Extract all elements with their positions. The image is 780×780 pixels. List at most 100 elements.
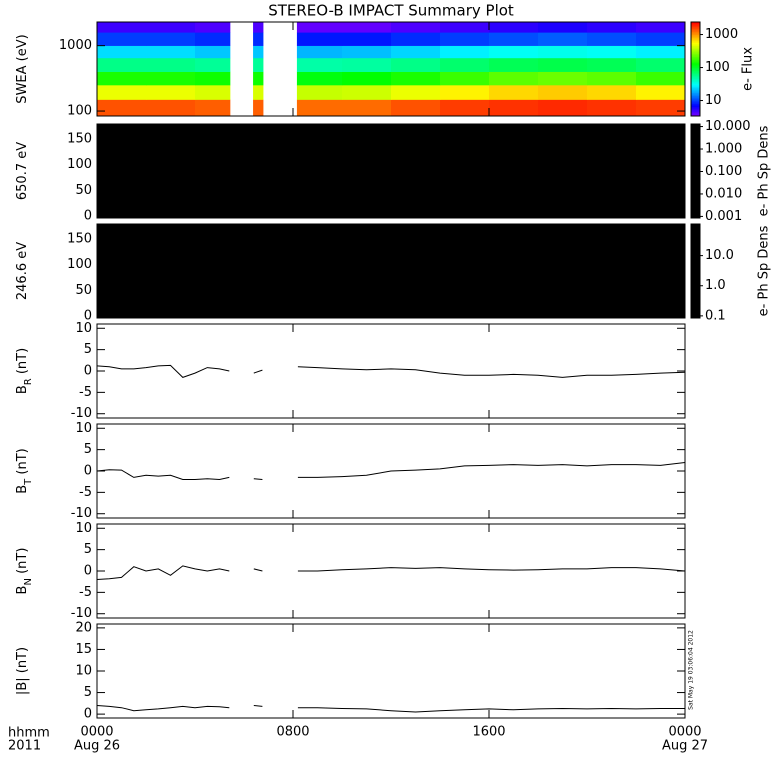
colorbar-slice xyxy=(691,58,700,61)
colorbar-slice xyxy=(691,101,700,104)
colorbar-slice xyxy=(691,34,700,37)
colorbar-label: e- Flux xyxy=(741,47,756,91)
spectrogram-cell xyxy=(195,99,231,117)
colorbar-slice xyxy=(691,28,700,31)
data-line xyxy=(96,565,686,580)
y-tick-label: 0 xyxy=(84,707,92,722)
y-tick-label: -10 xyxy=(71,406,92,421)
y-axis-label-main: 246.6 eV xyxy=(15,242,30,300)
colorbar-slice xyxy=(691,56,700,59)
spectrogram-cell xyxy=(146,99,196,117)
spectrogram-cell xyxy=(587,99,637,117)
spectrogram-fill xyxy=(97,124,685,218)
colorbar-slice xyxy=(691,72,700,75)
spectrogram-cell xyxy=(489,85,539,100)
spectrogram-cell xyxy=(146,32,196,46)
colorbar-slice xyxy=(691,100,700,103)
spectrogram-cell xyxy=(296,85,343,100)
colorbar-tick-label: 10.0 xyxy=(705,248,734,263)
colorbar-slice xyxy=(691,94,700,97)
y-tick-label: 100 xyxy=(67,257,92,272)
y-axis-label-main: B xyxy=(15,485,30,494)
colorbar-slice xyxy=(691,62,700,65)
spectrogram-cell xyxy=(489,57,539,72)
y-axis-label-main: B xyxy=(15,586,30,595)
spectrogram-cell xyxy=(587,22,637,33)
spectrogram-cell xyxy=(253,32,264,46)
colorbar-tick-label: 10.000 xyxy=(705,119,751,134)
y-axis-label-sub: R xyxy=(23,378,34,385)
plot-frame xyxy=(96,323,686,419)
y-tick-label: 50 xyxy=(75,283,92,298)
spectrogram-cell xyxy=(636,99,686,117)
plot-frame xyxy=(96,123,686,219)
spectrogram-cell xyxy=(440,57,490,72)
spectrogram-cell xyxy=(253,85,264,100)
spectrogram-cell xyxy=(489,32,539,46)
spectrogram-cell xyxy=(296,71,343,86)
spectrogram-cell xyxy=(636,85,686,100)
spectrogram-cell xyxy=(97,85,147,100)
spectrogram-cell xyxy=(146,22,196,33)
spectrogram-cell xyxy=(489,99,539,117)
x-tick-label: 0000 xyxy=(80,725,113,740)
spectrogram-cell xyxy=(146,45,196,59)
colorbar-frame xyxy=(690,223,701,319)
data-line xyxy=(96,364,686,378)
y-tick-label: 100 xyxy=(67,104,92,119)
colorbar-slice xyxy=(691,109,700,112)
colorbar-tick-label: 0.001 xyxy=(705,209,742,224)
y-axis-label: 650.7 eV xyxy=(15,142,30,200)
spectrogram-cell xyxy=(587,32,637,46)
spectrogram-cell xyxy=(342,22,392,33)
colorbar-tick-label: 10 xyxy=(705,93,722,108)
y-tick-label: 5 xyxy=(84,685,92,700)
colorbar-slice xyxy=(691,98,700,101)
spectrogram-cell xyxy=(391,99,441,117)
spectrogram-cell xyxy=(342,57,392,72)
spectrogram-cell xyxy=(97,32,147,46)
colorbar-slice xyxy=(691,48,700,51)
plot-frame xyxy=(96,623,686,719)
spectrogram-cell xyxy=(538,85,588,100)
colorbar-slice xyxy=(691,31,700,34)
spectrogram-cell xyxy=(587,71,637,86)
colorbar-slice xyxy=(691,59,700,62)
colorbar-slice xyxy=(691,50,700,53)
colorbar-slice xyxy=(691,112,700,115)
year-label: 2011 xyxy=(8,739,41,754)
y-tick-label: 10 xyxy=(75,521,92,536)
spectrogram-cell xyxy=(342,85,392,100)
colorbar-label: e- Ph Sp Dens xyxy=(757,125,772,216)
y-axis-label-main: 650.7 eV xyxy=(15,142,30,200)
data-line xyxy=(96,705,685,713)
timestamp: Sat May 19 03:06:04 2012 xyxy=(688,630,695,710)
spectrogram-cell xyxy=(97,71,147,86)
colorbar-slice xyxy=(691,73,700,76)
spectrogram-cell xyxy=(538,71,588,86)
spectrogram-cell xyxy=(587,85,637,100)
spectrogram-cell xyxy=(440,32,490,46)
colorbar-slice xyxy=(691,111,700,114)
spectrogram-cell xyxy=(296,22,343,33)
colorbar-slice xyxy=(691,97,700,100)
time-format-label: hhmm xyxy=(8,726,50,741)
y-axis-label: BN (nT) xyxy=(15,548,34,595)
plot-frame xyxy=(96,523,686,619)
spectrogram-cell xyxy=(587,45,637,59)
spectrogram-cell xyxy=(342,45,392,59)
spectrogram-cell xyxy=(97,22,147,33)
spectrogram-cell xyxy=(253,45,264,59)
colorbar-slice xyxy=(691,108,700,111)
spectrogram-cell xyxy=(195,32,231,46)
colorbar-slice xyxy=(691,70,700,73)
colorbar-tick-label: 0.1 xyxy=(705,308,726,323)
y-tick-label: 0 xyxy=(84,464,92,479)
colorbar-slice xyxy=(691,79,700,83)
colorbar-slice xyxy=(691,90,700,93)
spectrogram-cell xyxy=(342,99,392,117)
colorbar-slice xyxy=(691,39,700,42)
spectrogram-cell xyxy=(253,71,264,86)
spectrogram-cell xyxy=(636,45,686,59)
spectrogram-cell xyxy=(489,45,539,59)
